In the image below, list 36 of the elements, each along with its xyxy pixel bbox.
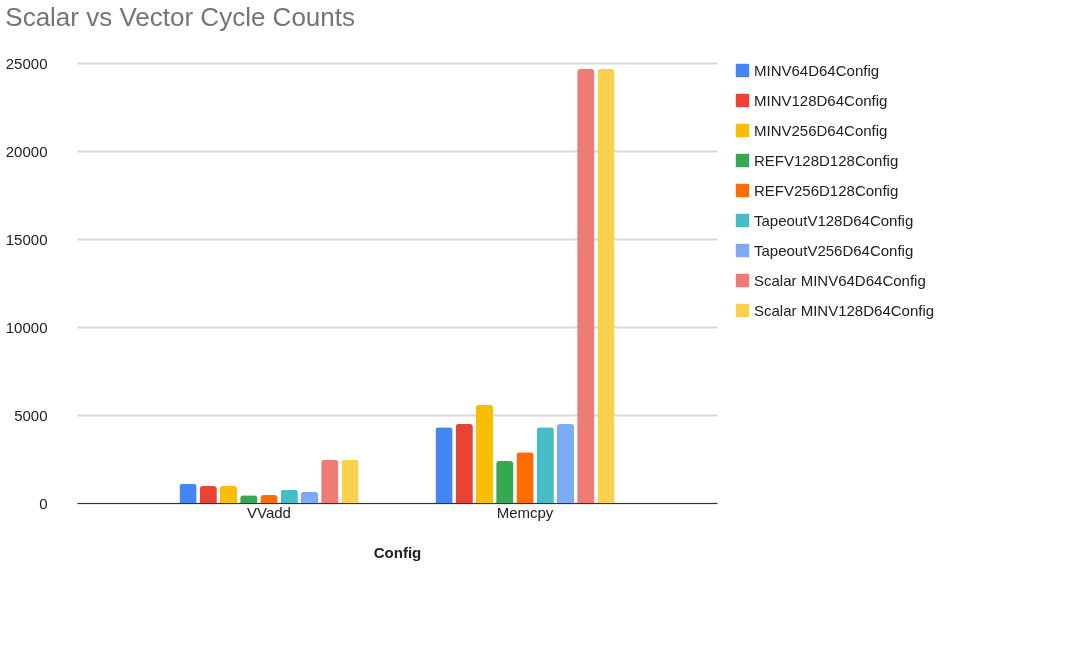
legend-label: Scalar MINV128D64Config <box>754 301 935 319</box>
legend-label: REFV128D128Config <box>754 151 899 169</box>
bar <box>475 404 494 503</box>
legend-label: Scalar MINV64D64Config <box>754 271 926 289</box>
y-tick-label: 10000 <box>5 318 48 336</box>
y-tick-label: 20000 <box>5 142 48 160</box>
y-tick-label: 5000 <box>14 406 48 424</box>
bar <box>260 495 278 503</box>
x-tick-label: Memcpy <box>496 503 554 521</box>
bar <box>577 68 595 503</box>
legend-label: TapeoutV128D64Config <box>754 211 914 229</box>
bar <box>516 452 534 503</box>
bar <box>341 459 359 503</box>
bar <box>435 427 453 503</box>
legend-label: REFV256D128Config <box>754 181 899 199</box>
legend-label: MINV64D64Config <box>754 61 880 79</box>
bar <box>597 68 615 503</box>
x-tick-label: VVadd <box>247 503 291 521</box>
bar <box>455 423 473 503</box>
bar <box>300 491 319 503</box>
bar <box>280 489 298 503</box>
y-tick-label: 0 <box>39 494 48 512</box>
bar <box>219 486 238 503</box>
legend-label: TapeoutV256D64Config <box>754 241 914 259</box>
x-axis-title: Config <box>373 543 422 561</box>
bar <box>556 423 575 503</box>
chart-title: Scalar vs Vector Cycle Counts <box>5 2 355 32</box>
y-tick-label: 25000 <box>5 54 48 72</box>
bar <box>536 427 554 503</box>
bar <box>199 486 217 503</box>
bar <box>496 461 514 503</box>
bar <box>179 483 197 503</box>
bar <box>321 459 339 503</box>
legend-label: MINV256D64Config <box>754 121 888 139</box>
legend-label: MINV128D64Config <box>754 91 888 109</box>
y-tick-label: 15000 <box>5 230 48 248</box>
